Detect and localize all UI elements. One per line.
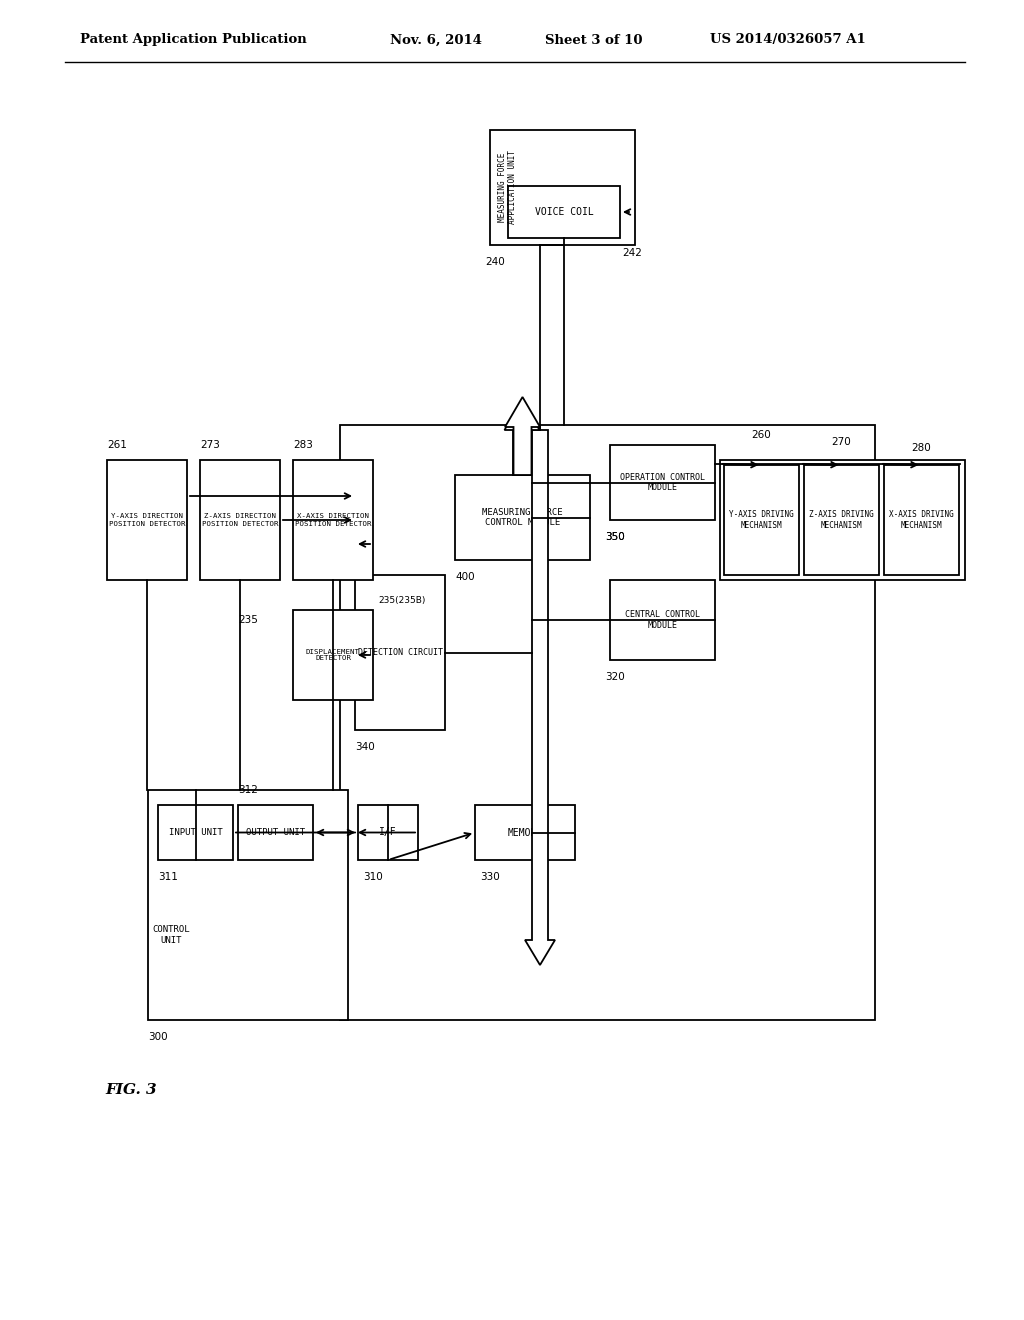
Bar: [158, 805, 233, 861]
Text: 273: 273: [200, 440, 220, 450]
Text: Z-AXIS DRIVING
MECHANISM: Z-AXIS DRIVING MECHANISM: [809, 511, 873, 529]
Bar: [508, 186, 620, 238]
Text: MEASURING FORCE
CONTROL MODULE: MEASURING FORCE CONTROL MODULE: [482, 508, 563, 527]
Bar: [455, 475, 590, 560]
Polygon shape: [505, 397, 540, 475]
Text: Nov. 6, 2014: Nov. 6, 2014: [390, 33, 482, 46]
Text: 270: 270: [831, 437, 851, 447]
Bar: [804, 465, 879, 576]
Text: I/F: I/F: [379, 828, 397, 837]
Text: 350: 350: [605, 532, 625, 543]
Bar: [355, 576, 445, 730]
Bar: [148, 789, 348, 1020]
Text: 350: 350: [605, 532, 625, 543]
Polygon shape: [505, 400, 540, 475]
Text: 261: 261: [106, 440, 127, 450]
Bar: [200, 459, 280, 579]
Text: Y-AXIS DIRECTION
POSITION DETECTOR: Y-AXIS DIRECTION POSITION DETECTOR: [109, 513, 185, 527]
Text: US 2014/0326057 A1: US 2014/0326057 A1: [710, 33, 865, 46]
Text: 283: 283: [293, 440, 313, 450]
Bar: [475, 805, 575, 861]
Bar: [293, 459, 373, 579]
Bar: [610, 445, 715, 520]
Text: 280: 280: [911, 444, 932, 453]
Text: Patent Application Publication: Patent Application Publication: [80, 33, 307, 46]
Text: MEMORY: MEMORY: [507, 828, 543, 837]
Bar: [238, 805, 313, 861]
Bar: [340, 425, 874, 1020]
Text: Y-AXIS DRIVING
MECHANISM: Y-AXIS DRIVING MECHANISM: [729, 511, 794, 529]
Text: X-AXIS DIRECTION
POSITION DETECTOR: X-AXIS DIRECTION POSITION DETECTOR: [295, 513, 372, 527]
Text: 310: 310: [362, 873, 383, 882]
Text: VOICE COIL: VOICE COIL: [535, 207, 593, 216]
Text: 312: 312: [238, 785, 258, 795]
Text: 242: 242: [622, 248, 642, 257]
Bar: [720, 459, 965, 579]
Text: 311: 311: [158, 873, 178, 882]
Bar: [724, 465, 799, 576]
Text: 400: 400: [455, 572, 475, 582]
Text: Sheet 3 of 10: Sheet 3 of 10: [545, 33, 642, 46]
Text: X-AXIS DRIVING
MECHANISM: X-AXIS DRIVING MECHANISM: [889, 511, 954, 529]
Text: FIG. 3: FIG. 3: [105, 1082, 157, 1097]
Bar: [610, 579, 715, 660]
Text: DETECTION CIRCUIT: DETECTION CIRCUIT: [357, 648, 442, 657]
Text: 235: 235: [239, 615, 258, 624]
Text: Z-AXIS DIRECTION
POSITION DETECTOR: Z-AXIS DIRECTION POSITION DETECTOR: [202, 513, 279, 527]
Text: INPUT UNIT: INPUT UNIT: [169, 828, 222, 837]
Text: OPERATION CONTROL
MODULE: OPERATION CONTROL MODULE: [620, 473, 705, 492]
Polygon shape: [525, 430, 555, 965]
Text: MEASURING FORCE
APPLICATION UNIT: MEASURING FORCE APPLICATION UNIT: [498, 150, 517, 224]
Text: 320: 320: [605, 672, 625, 682]
Bar: [358, 805, 418, 861]
Text: DISPLACEMENT
DETECTOR: DISPLACEMENT DETECTOR: [306, 648, 360, 661]
Bar: [490, 129, 635, 246]
Text: 235(235B): 235(235B): [378, 597, 425, 605]
Bar: [293, 610, 373, 700]
Text: OUTPUT UNIT: OUTPUT UNIT: [246, 828, 305, 837]
Text: CONTROL
UNIT: CONTROL UNIT: [152, 925, 189, 945]
Bar: [884, 465, 959, 576]
Text: 340: 340: [355, 742, 375, 752]
Bar: [106, 459, 187, 579]
Text: CENTRAL CONTROL
MODULE: CENTRAL CONTROL MODULE: [625, 610, 700, 630]
Text: 300: 300: [148, 1032, 168, 1041]
Text: 260: 260: [752, 430, 771, 440]
Text: 330: 330: [480, 873, 500, 882]
Text: 240: 240: [485, 257, 505, 267]
